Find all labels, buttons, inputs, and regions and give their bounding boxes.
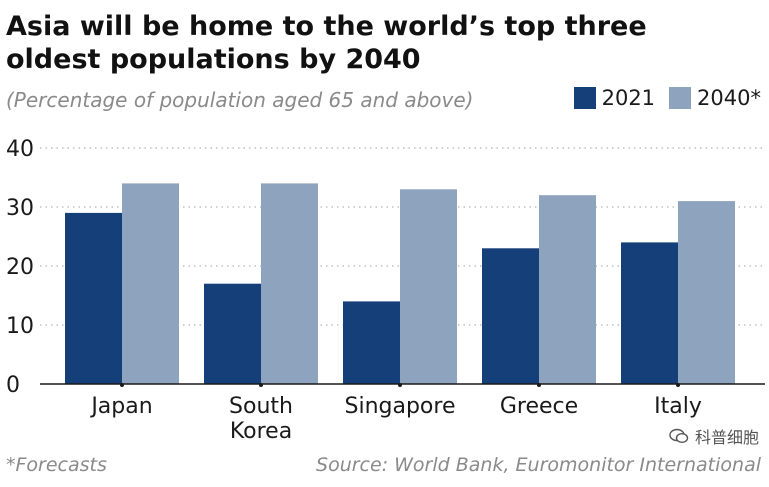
- bar-singapore-2040: [400, 189, 457, 384]
- source-note: Source: World Bank, Euromonitor Internat…: [316, 454, 761, 476]
- y-tick-label-20: 20: [6, 255, 34, 280]
- legend-item-2040: 2040*: [669, 86, 761, 110]
- watermark: 科普细胞: [669, 424, 759, 448]
- bar-singapore-2021: [343, 301, 400, 384]
- y-tick-label-10: 10: [6, 314, 34, 339]
- y-tick-label-30: 30: [6, 196, 34, 221]
- x-tick-label-singapore: Singapore: [345, 394, 456, 419]
- legend-label-2040: 2040*: [697, 86, 761, 110]
- watermark-text: 科普细胞: [694, 428, 759, 447]
- bar-italy-2021: [621, 242, 678, 384]
- x-tick-label-italy: Italy: [654, 394, 702, 419]
- bar-greece-2040: [539, 195, 596, 384]
- x-tick-label-japan: Japan: [89, 394, 152, 419]
- y-tick-label-0: 0: [6, 373, 20, 398]
- bar-greece-2021: [482, 248, 539, 384]
- legend: 2021 2040*: [573, 86, 761, 110]
- bar-south-korea-2021: [204, 283, 261, 384]
- chart-subtitle: (Percentage of population aged 65 and ab…: [6, 88, 474, 112]
- legend-swatch-2040: [669, 87, 692, 109]
- y-tick-label-40: 40: [6, 137, 34, 162]
- x-tick-label-south-korea: South Korea: [229, 394, 293, 444]
- legend-item-2021: 2021: [573, 86, 656, 110]
- legend-label-2021: 2021: [601, 86, 656, 110]
- bar-japan-2021: [65, 212, 122, 384]
- legend-swatch-2021: [573, 87, 596, 109]
- bar-japan-2040: [122, 183, 179, 384]
- bar-italy-2040: [678, 201, 735, 384]
- chart-title: Asia will be home to the world’s top thr…: [6, 11, 647, 75]
- bar-south-korea-2040: [261, 183, 318, 384]
- x-tick-label-greece: Greece: [500, 394, 578, 419]
- wechat-icon: [669, 428, 689, 444]
- footnote: *Forecasts: [6, 454, 107, 476]
